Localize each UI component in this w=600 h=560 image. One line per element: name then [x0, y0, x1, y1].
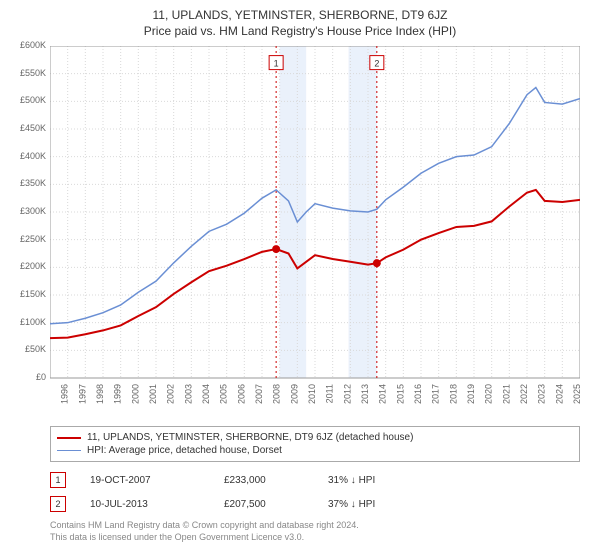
svg-text:1: 1 — [274, 59, 279, 69]
svg-text:2011: 2011 — [325, 384, 335, 403]
chart-title-address: 11, UPLANDS, YETMINSTER, SHERBORNE, DT9 … — [0, 0, 600, 22]
svg-text:2001: 2001 — [148, 384, 158, 404]
svg-text:1996: 1996 — [60, 384, 70, 404]
svg-text:1997: 1997 — [77, 384, 87, 404]
svg-text:2003: 2003 — [183, 384, 193, 404]
legend-swatch-property — [57, 437, 81, 439]
sale-date-2: 10-JUL-2013 — [90, 499, 200, 510]
price-chart: 1 2 1995 1996 1997 1998 1999 2000 2001 2002 2003 20… — [50, 46, 580, 416]
y-tick-label: £200K — [20, 261, 46, 271]
svg-text:2000: 2000 — [130, 384, 140, 404]
svg-text:2016: 2016 — [413, 384, 423, 404]
svg-text:1998: 1998 — [95, 384, 105, 404]
svg-text:2025: 2025 — [572, 384, 580, 404]
y-tick-label: £150K — [20, 289, 46, 299]
svg-text:2006: 2006 — [236, 384, 246, 404]
y-tick-label: £300K — [20, 206, 46, 216]
credit-line-1: Contains HM Land Registry data © Crown c… — [50, 520, 580, 532]
svg-text:2009: 2009 — [289, 384, 299, 404]
svg-text:2005: 2005 — [219, 384, 229, 404]
svg-text:2024: 2024 — [554, 384, 564, 404]
sale-marker-1: 1 — [50, 472, 66, 488]
sale-marker-2: 2 — [50, 496, 66, 512]
y-tick-label: £450K — [20, 123, 46, 133]
sale-price-2: £207,500 — [224, 499, 304, 510]
legend-swatch-hpi — [57, 450, 81, 451]
svg-text:2012: 2012 — [342, 384, 352, 404]
y-tick-label: £400K — [20, 151, 46, 161]
svg-text:2020: 2020 — [484, 384, 494, 404]
svg-text:2022: 2022 — [519, 384, 529, 404]
sale-row-2: 2 10-JUL-2013 £207,500 37% ↓ HPI — [50, 492, 580, 516]
legend-item-hpi: HPI: Average price, detached house, Dors… — [57, 444, 573, 457]
svg-text:2018: 2018 — [448, 384, 458, 404]
svg-text:2014: 2014 — [378, 384, 388, 404]
y-tick-label: £100K — [20, 317, 46, 327]
svg-text:2015: 2015 — [395, 384, 405, 404]
sales-table: 1 19-OCT-2007 £233,000 31% ↓ HPI 2 10-JU… — [50, 468, 580, 516]
y-tick-label: £550K — [20, 68, 46, 78]
y-tick-label: £0 — [36, 372, 46, 382]
y-tick-label: £50K — [25, 344, 46, 354]
svg-text:1999: 1999 — [113, 384, 123, 404]
chart-legend: 11, UPLANDS, YETMINSTER, SHERBORNE, DT9 … — [50, 426, 580, 462]
sale-hpi-1: 31% ↓ HPI — [328, 475, 428, 486]
y-tick-label: £600K — [20, 40, 46, 50]
svg-text:2019: 2019 — [466, 384, 476, 404]
svg-text:2017: 2017 — [431, 384, 441, 404]
svg-text:2010: 2010 — [307, 384, 317, 404]
sale-row-1: 1 19-OCT-2007 £233,000 31% ↓ HPI — [50, 468, 580, 492]
svg-text:2002: 2002 — [166, 384, 176, 404]
sale-hpi-2: 37% ↓ HPI — [328, 499, 428, 510]
svg-text:2008: 2008 — [272, 384, 282, 404]
y-tick-label: £250K — [20, 234, 46, 244]
svg-text:2004: 2004 — [201, 384, 211, 404]
svg-text:2013: 2013 — [360, 384, 370, 404]
sale-date-1: 19-OCT-2007 — [90, 475, 200, 486]
svg-text:2021: 2021 — [501, 384, 511, 404]
credit-line-2: This data is licensed under the Open Gov… — [50, 532, 580, 544]
legend-item-property: 11, UPLANDS, YETMINSTER, SHERBORNE, DT9 … — [57, 431, 573, 444]
legend-label-hpi: HPI: Average price, detached house, Dors… — [87, 445, 282, 456]
sale-price-1: £233,000 — [224, 475, 304, 486]
svg-text:2: 2 — [374, 59, 379, 69]
chart-title-subtitle: Price paid vs. HM Land Registry's House … — [0, 22, 600, 38]
svg-text:1995: 1995 — [50, 384, 52, 404]
y-tick-label: £500K — [20, 95, 46, 105]
y-tick-label: £350K — [20, 178, 46, 188]
chart-container: 11, UPLANDS, YETMINSTER, SHERBORNE, DT9 … — [0, 0, 600, 560]
svg-text:2023: 2023 — [537, 384, 547, 404]
legend-label-property: 11, UPLANDS, YETMINSTER, SHERBORNE, DT9 … — [87, 432, 413, 443]
credit-text: Contains HM Land Registry data © Crown c… — [50, 520, 580, 543]
svg-text:2007: 2007 — [254, 384, 264, 404]
